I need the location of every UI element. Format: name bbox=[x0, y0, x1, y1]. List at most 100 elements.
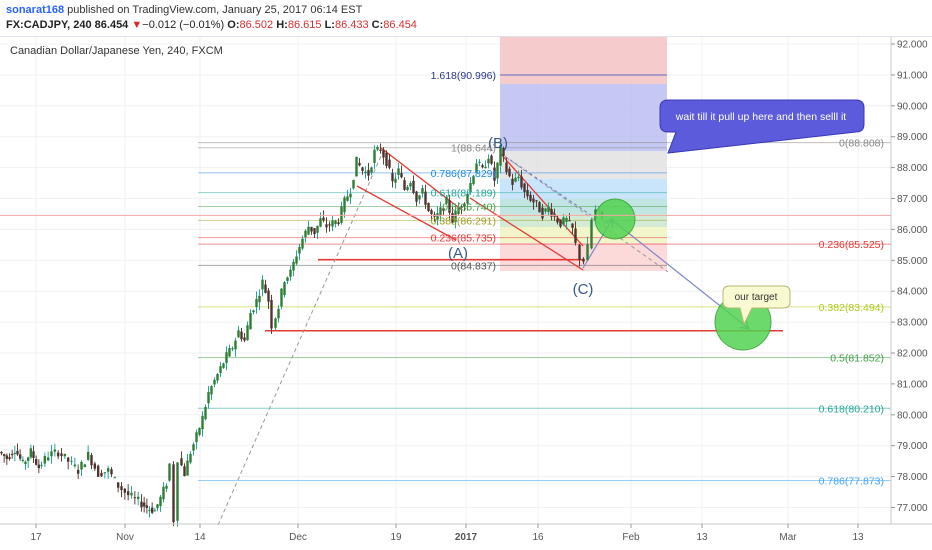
ohlc-line: FX:CADJPY, 240 86.454 ▼−0.012 (−0.01%) O… bbox=[6, 19, 417, 31]
candle-body bbox=[86, 451, 90, 460]
candle-body bbox=[535, 200, 538, 202]
fib-zone-yellow bbox=[500, 227, 667, 243]
candle-body bbox=[180, 458, 183, 466]
candle-body bbox=[346, 196, 349, 201]
author-link[interactable]: sonarat168 bbox=[6, 4, 65, 16]
candle-body bbox=[517, 176, 520, 179]
candle-body bbox=[472, 175, 475, 185]
channel-line-lower-c[interactable] bbox=[469, 197, 584, 271]
candle-body bbox=[562, 217, 565, 225]
y-tick-label: 84.000 bbox=[897, 287, 928, 298]
target-callout[interactable] bbox=[722, 285, 791, 326]
candle-body bbox=[159, 496, 162, 507]
candle-body bbox=[40, 464, 43, 466]
channel-line-upper-c[interactable] bbox=[499, 152, 584, 247]
candle-body bbox=[391, 173, 394, 182]
fib-zone-grey bbox=[500, 151, 667, 179]
candle-body bbox=[186, 460, 189, 476]
candle-body bbox=[319, 218, 322, 227]
trend-line-dashed-2[interactable] bbox=[499, 152, 669, 273]
candle-body bbox=[301, 238, 304, 249]
candle-body bbox=[298, 247, 301, 254]
candle-body bbox=[508, 168, 511, 177]
high-value: 86.615 bbox=[287, 19, 322, 31]
fib-ext-label: 1(88.644) bbox=[451, 143, 496, 155]
price-change: −0.012 (−0.01%) bbox=[142, 19, 225, 31]
candle-body bbox=[556, 218, 559, 223]
candle-body bbox=[21, 459, 25, 461]
candle-body bbox=[210, 386, 213, 395]
candle-body bbox=[189, 453, 192, 463]
price-axis[interactable]: 77.000 78.000 79.000 80.000 81.000 82.000 83.0… bbox=[891, 40, 928, 515]
candle-body bbox=[231, 348, 234, 350]
candle-body bbox=[590, 219, 593, 249]
time-axis[interactable]: 17 Nov 14 Dec 19 2017 16 Feb 13 Mar 13 bbox=[30, 524, 864, 543]
pullback-callout[interactable] bbox=[659, 99, 865, 154]
y-tick-label: 82.000 bbox=[897, 349, 928, 360]
candle-body bbox=[255, 298, 258, 308]
candle-body bbox=[66, 457, 70, 462]
candle-body bbox=[18, 454, 22, 459]
candle-body bbox=[96, 465, 100, 477]
low-label: L: bbox=[324, 19, 335, 31]
candle-body bbox=[172, 464, 175, 523]
publish-text: published on TradingView.com, January 25… bbox=[67, 4, 363, 16]
candle-body bbox=[436, 213, 439, 220]
candle-body bbox=[8, 457, 11, 459]
candle-body bbox=[219, 366, 222, 373]
candle-body bbox=[421, 188, 424, 194]
candle-body bbox=[538, 202, 541, 213]
fib-ext-label: 1.618(90.996) bbox=[431, 70, 496, 82]
callouts: wait till it pull up here and then selll… bbox=[659, 99, 865, 326]
channel-line-lower-a[interactable] bbox=[356, 185, 457, 241]
fib-ext-label: 0.236(85.735) bbox=[431, 233, 496, 245]
candle-body bbox=[460, 206, 463, 208]
candle-body bbox=[499, 145, 502, 166]
high-label: H: bbox=[276, 19, 288, 31]
candle-body bbox=[376, 146, 379, 150]
candle-body bbox=[493, 167, 496, 181]
candle-body bbox=[403, 180, 406, 190]
candle-body bbox=[578, 244, 581, 260]
candle-body bbox=[103, 472, 107, 474]
candle-body bbox=[310, 226, 313, 232]
candle-body bbox=[418, 195, 421, 200]
candle-body bbox=[258, 295, 261, 303]
candle-body bbox=[249, 312, 252, 330]
fib-anchor-line[interactable] bbox=[499, 152, 599, 221]
candle-body bbox=[24, 461, 27, 464]
candle-body bbox=[274, 318, 277, 328]
candle-body bbox=[487, 158, 490, 164]
candle-body bbox=[394, 178, 397, 183]
candle-body bbox=[192, 444, 195, 451]
channel-line-upper-a[interactable] bbox=[380, 147, 463, 211]
candle-body bbox=[379, 149, 382, 151]
candle-body bbox=[349, 193, 352, 198]
candle-body bbox=[505, 162, 508, 173]
candle-body bbox=[237, 330, 240, 338]
candle-body bbox=[529, 194, 532, 201]
candle-body bbox=[466, 194, 469, 204]
candle-body bbox=[364, 171, 367, 174]
fib-zone-lightblue bbox=[500, 179, 667, 199]
candle-body bbox=[526, 190, 529, 197]
candle-body bbox=[133, 497, 137, 499]
trend-line-dashed[interactable] bbox=[217, 146, 386, 526]
fib-level-label: 0(88.808) bbox=[839, 138, 884, 150]
x-tick-label: Feb bbox=[622, 532, 640, 543]
fib-level-label: 0.618(80.210) bbox=[819, 403, 884, 415]
candle-body bbox=[439, 207, 442, 217]
candle-body bbox=[559, 219, 562, 227]
candle-body bbox=[110, 469, 113, 475]
candle-body bbox=[568, 220, 571, 222]
fib-level-label: 0.382(83.494) bbox=[819, 302, 884, 314]
close-label: C: bbox=[371, 19, 384, 31]
y-tick-label: 87.000 bbox=[897, 194, 928, 205]
candle-body bbox=[283, 282, 286, 296]
pullback-zone-circle[interactable] bbox=[594, 198, 636, 240]
candle-body bbox=[448, 200, 451, 213]
y-tick-label: 81.000 bbox=[897, 379, 928, 390]
x-tick-label: 13 bbox=[696, 532, 708, 543]
candle-body bbox=[544, 208, 547, 212]
